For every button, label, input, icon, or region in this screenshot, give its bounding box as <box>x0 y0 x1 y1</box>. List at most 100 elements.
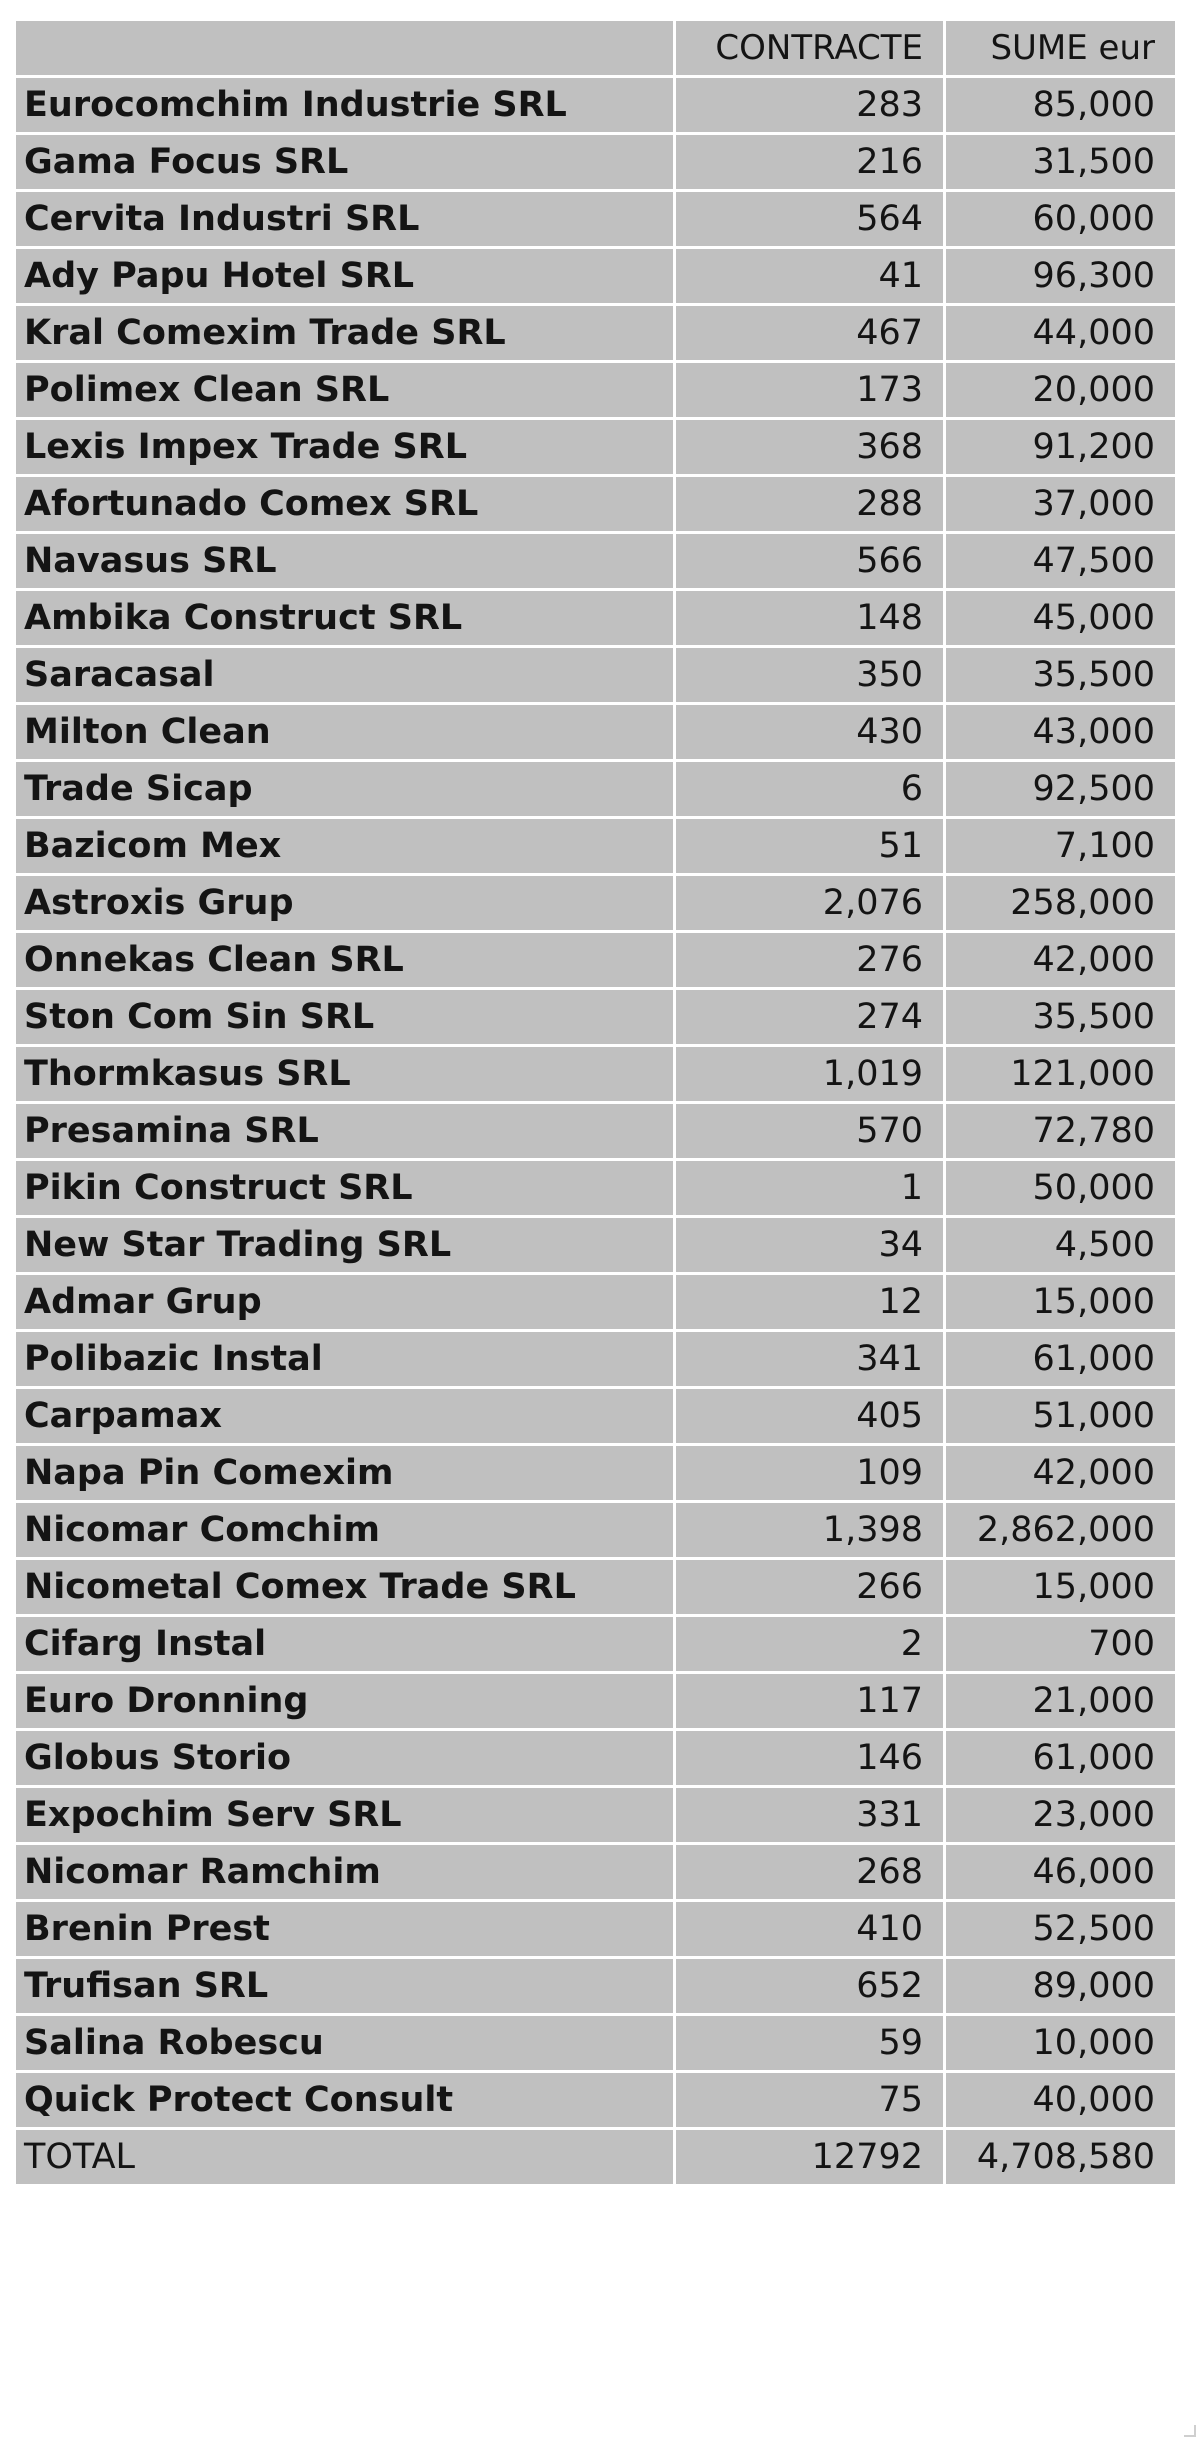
company-name-cell: Polimex Clean SRL <box>13 360 676 420</box>
company-name-cell: Euro Dronning <box>13 1671 676 1731</box>
contracts-cell: 109 <box>673 1443 946 1503</box>
sums-cell: 91,200 <box>943 417 1178 477</box>
contracts-table: CONTRACTE SUME eur Eurocomchim Industrie… <box>13 18 1178 2187</box>
contracts-cell: 41 <box>673 246 946 306</box>
company-name-cell: Ston Com Sin SRL <box>13 987 676 1047</box>
sums-cell: 45,000 <box>943 588 1178 648</box>
contracts-cell: 274 <box>673 987 946 1047</box>
table-row: Navasus SRL 566 47,500 <box>13 531 1178 591</box>
sums-cell: 21,000 <box>943 1671 1178 1731</box>
sums-cell: 258,000 <box>943 873 1178 933</box>
contracts-cell: 331 <box>673 1785 946 1845</box>
contracts-cell: 75 <box>673 2070 946 2130</box>
contracts-cell: 216 <box>673 132 946 192</box>
sums-cell: 61,000 <box>943 1329 1178 1389</box>
table-row: Admar Grup 12 15,000 <box>13 1272 1178 1332</box>
table-row: Milton Clean 430 43,000 <box>13 702 1178 762</box>
company-name-cell: New Star Trading SRL <box>13 1215 676 1275</box>
contracts-cell: 34 <box>673 1215 946 1275</box>
contracts-cell: 117 <box>673 1671 946 1731</box>
sums-cell: 35,500 <box>943 987 1178 1047</box>
company-name-cell: Onnekas Clean SRL <box>13 930 676 990</box>
table-row: Saracasal 350 35,500 <box>13 645 1178 705</box>
company-name-cell: Salina Robescu <box>13 2013 676 2073</box>
table-row: Cifarg Instal 2 700 <box>13 1614 1178 1674</box>
contracts-cell: 1 <box>673 1158 946 1218</box>
company-name-cell: Eurocomchim Industrie SRL <box>13 75 676 135</box>
table-row: Astroxis Grup 2,076 258,000 <box>13 873 1178 933</box>
sums-cell: 42,000 <box>943 1443 1178 1503</box>
table-row: Ambika Construct SRL 148 45,000 <box>13 588 1178 648</box>
table-row: New Star Trading SRL 34 4,500 <box>13 1215 1178 1275</box>
table-row: Lexis Impex Trade SRL 368 91,200 <box>13 417 1178 477</box>
contracts-cell: 288 <box>673 474 946 534</box>
contracts-cell: 2,076 <box>673 873 946 933</box>
sums-cell: 46,000 <box>943 1842 1178 1902</box>
sums-cell: 15,000 <box>943 1272 1178 1332</box>
table-row: Afortunado Comex SRL 288 37,000 <box>13 474 1178 534</box>
sums-cell: 47,500 <box>943 531 1178 591</box>
sums-cell: 85,000 <box>943 75 1178 135</box>
header-name-cell <box>13 18 676 78</box>
company-name-cell: Gama Focus SRL <box>13 132 676 192</box>
sums-cell: 60,000 <box>943 189 1178 249</box>
table-row: Carpamax 405 51,000 <box>13 1386 1178 1446</box>
sums-cell: 31,500 <box>943 132 1178 192</box>
table-row: Expochim Serv SRL 331 23,000 <box>13 1785 1178 1845</box>
table-row: Cervita Industri SRL 564 60,000 <box>13 189 1178 249</box>
table-row: Salina Robescu 59 10,000 <box>13 2013 1178 2073</box>
sums-cell: 61,000 <box>943 1728 1178 1788</box>
contracts-cell: 341 <box>673 1329 946 1389</box>
table-row: Nicomar Comchim 1,398 2,862,000 <box>13 1500 1178 1560</box>
table-row: Onnekas Clean SRL 276 42,000 <box>13 930 1178 990</box>
header-sums-cell: SUME eur <box>943 18 1178 78</box>
table-row: Gama Focus SRL 216 31,500 <box>13 132 1178 192</box>
sums-cell: 700 <box>943 1614 1178 1674</box>
table-row: Bazicom Mex 51 7,100 <box>13 816 1178 876</box>
company-name-cell: Ady Papu Hotel SRL <box>13 246 676 306</box>
sums-cell: 51,000 <box>943 1386 1178 1446</box>
company-name-cell: Nicomar Ramchim <box>13 1842 676 1902</box>
company-name-cell: Expochim Serv SRL <box>13 1785 676 1845</box>
sums-cell: 42,000 <box>943 930 1178 990</box>
total-sums-cell: 4,708,580 <box>943 2127 1178 2187</box>
contracts-cell: 1,398 <box>673 1500 946 1560</box>
sums-cell: 96,300 <box>943 246 1178 306</box>
contracts-cell: 467 <box>673 303 946 363</box>
sums-cell: 40,000 <box>943 2070 1178 2130</box>
contracts-cell: 652 <box>673 1956 946 2016</box>
table-row: Thormkasus SRL 1,019 121,000 <box>13 1044 1178 1104</box>
company-name-cell: Carpamax <box>13 1386 676 1446</box>
header-contracts-cell: CONTRACTE <box>673 18 946 78</box>
company-name-cell: Napa Pin Comexim <box>13 1443 676 1503</box>
table-row: Brenin Prest 410 52,500 <box>13 1899 1178 1959</box>
contracts-cell: 566 <box>673 531 946 591</box>
company-name-cell: Admar Grup <box>13 1272 676 1332</box>
company-name-cell: Trade Sicap <box>13 759 676 819</box>
company-name-cell: Afortunado Comex SRL <box>13 474 676 534</box>
contracts-cell: 283 <box>673 75 946 135</box>
contracts-cell: 350 <box>673 645 946 705</box>
table-header-row: CONTRACTE SUME eur <box>13 18 1178 78</box>
sums-cell: 37,000 <box>943 474 1178 534</box>
sums-cell: 20,000 <box>943 360 1178 420</box>
sums-cell: 15,000 <box>943 1557 1178 1617</box>
company-name-cell: Thormkasus SRL <box>13 1044 676 1104</box>
sums-cell: 7,100 <box>943 816 1178 876</box>
sums-cell: 52,500 <box>943 1899 1178 1959</box>
company-name-cell: Presamina SRL <box>13 1101 676 1161</box>
sums-cell: 35,500 <box>943 645 1178 705</box>
company-name-cell: Milton Clean <box>13 702 676 762</box>
table-row: Kral Comexim Trade SRL 467 44,000 <box>13 303 1178 363</box>
contracts-cell: 564 <box>673 189 946 249</box>
table-row: Napa Pin Comexim 109 42,000 <box>13 1443 1178 1503</box>
table-row: Eurocomchim Industrie SRL 283 85,000 <box>13 75 1178 135</box>
table-row: Nicometal Comex Trade SRL 266 15,000 <box>13 1557 1178 1617</box>
total-label-cell: TOTAL <box>13 2127 676 2187</box>
company-name-cell: Ambika Construct SRL <box>13 588 676 648</box>
table-total-row: TOTAL 12792 4,708,580 <box>13 2127 1178 2187</box>
contracts-table-sheet: CONTRACTE SUME eur Eurocomchim Industrie… <box>13 18 1178 2187</box>
sums-cell: 50,000 <box>943 1158 1178 1218</box>
sums-cell: 23,000 <box>943 1785 1178 1845</box>
sums-cell: 4,500 <box>943 1215 1178 1275</box>
